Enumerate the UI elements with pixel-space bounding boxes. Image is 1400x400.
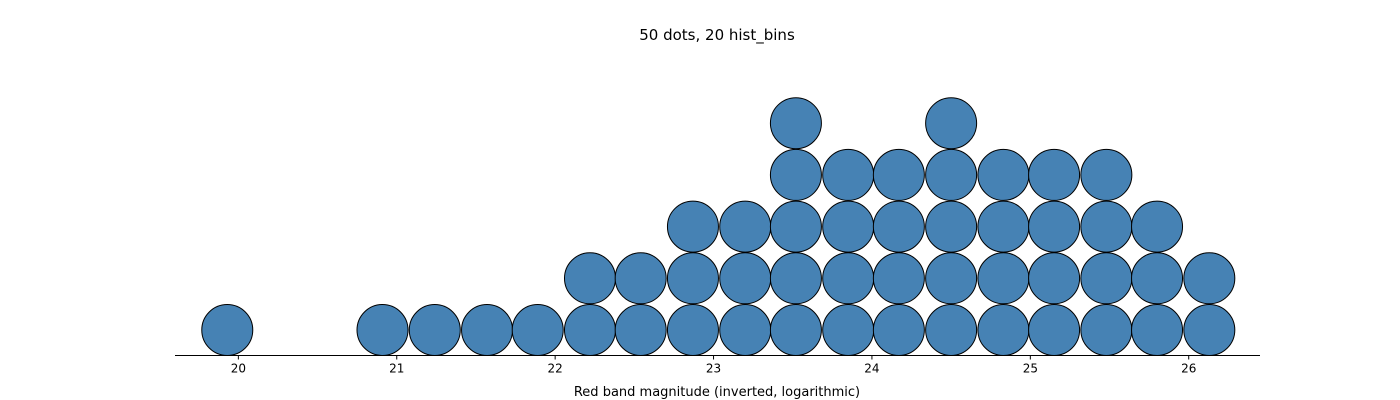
dot-10-1 bbox=[822, 252, 875, 305]
dot-9-0 bbox=[769, 304, 822, 356]
x-axis-label: Red band magnitude (inverted, logarithmi… bbox=[574, 385, 860, 400]
dot-16-1 bbox=[1131, 252, 1184, 305]
dot-9-3 bbox=[769, 148, 822, 201]
dot-8-1 bbox=[719, 252, 772, 305]
dot-4-0 bbox=[511, 304, 564, 356]
dot-13-1 bbox=[977, 252, 1030, 305]
dot-15-0 bbox=[1080, 304, 1133, 356]
x-tick-label-4: 24 bbox=[864, 362, 879, 376]
dot-12-4 bbox=[925, 97, 978, 150]
x-tick-label-3: 23 bbox=[706, 362, 721, 376]
x-tick-label-6: 26 bbox=[1181, 362, 1196, 376]
dot-8-2 bbox=[719, 200, 772, 253]
x-tick-label-5: 25 bbox=[1023, 362, 1038, 376]
dot-14-0 bbox=[1028, 304, 1081, 356]
dot-5-1 bbox=[563, 252, 616, 305]
x-axis-ticks: 20 21 22 23 24 25 26 bbox=[231, 355, 1196, 376]
dot-14-3 bbox=[1028, 148, 1081, 201]
dot-13-2 bbox=[977, 200, 1030, 253]
dot-8-0 bbox=[719, 304, 772, 356]
dot-12-1 bbox=[925, 252, 978, 305]
x-tick-label-1: 21 bbox=[389, 362, 404, 376]
dot-17-1 bbox=[1183, 252, 1236, 305]
x-tick-label-2: 22 bbox=[548, 362, 563, 376]
dot-10-2 bbox=[822, 200, 875, 253]
dot-13-0 bbox=[977, 304, 1030, 356]
dot-7-0 bbox=[666, 304, 719, 356]
x-tick-label-0: 20 bbox=[231, 362, 246, 376]
dot-2-0 bbox=[408, 304, 461, 356]
dot-1-0 bbox=[356, 304, 409, 356]
dot-0-0 bbox=[201, 304, 254, 356]
dot-9-1 bbox=[769, 252, 822, 305]
dot-11-3 bbox=[872, 148, 925, 201]
dot-14-1 bbox=[1028, 252, 1081, 305]
dot-17-0 bbox=[1183, 304, 1236, 356]
dot-15-2 bbox=[1080, 200, 1133, 253]
dot-5-0 bbox=[563, 304, 616, 356]
dot-15-1 bbox=[1080, 252, 1133, 305]
dot-3-0 bbox=[461, 304, 514, 356]
dot-11-2 bbox=[872, 200, 925, 253]
dot-9-2 bbox=[769, 200, 822, 253]
dot-9-4 bbox=[769, 97, 822, 150]
dots-group bbox=[201, 97, 1236, 356]
dot-11-0 bbox=[872, 304, 925, 356]
dot-6-1 bbox=[614, 252, 667, 305]
dot-10-3 bbox=[822, 148, 875, 201]
dot-16-0 bbox=[1131, 304, 1184, 356]
dot-13-3 bbox=[977, 148, 1030, 201]
dot-16-2 bbox=[1131, 200, 1184, 253]
dot-7-2 bbox=[666, 200, 719, 253]
dot-11-1 bbox=[872, 252, 925, 305]
dot-10-0 bbox=[822, 304, 875, 356]
dot-15-3 bbox=[1080, 148, 1133, 201]
chart-title: 50 dots, 20 hist_bins bbox=[639, 26, 795, 45]
dot-7-1 bbox=[666, 252, 719, 305]
dot-6-0 bbox=[614, 304, 667, 356]
dot-12-0 bbox=[925, 304, 978, 356]
dot-12-2 bbox=[925, 200, 978, 253]
dot-12-3 bbox=[925, 148, 978, 201]
dot-14-2 bbox=[1028, 200, 1081, 253]
